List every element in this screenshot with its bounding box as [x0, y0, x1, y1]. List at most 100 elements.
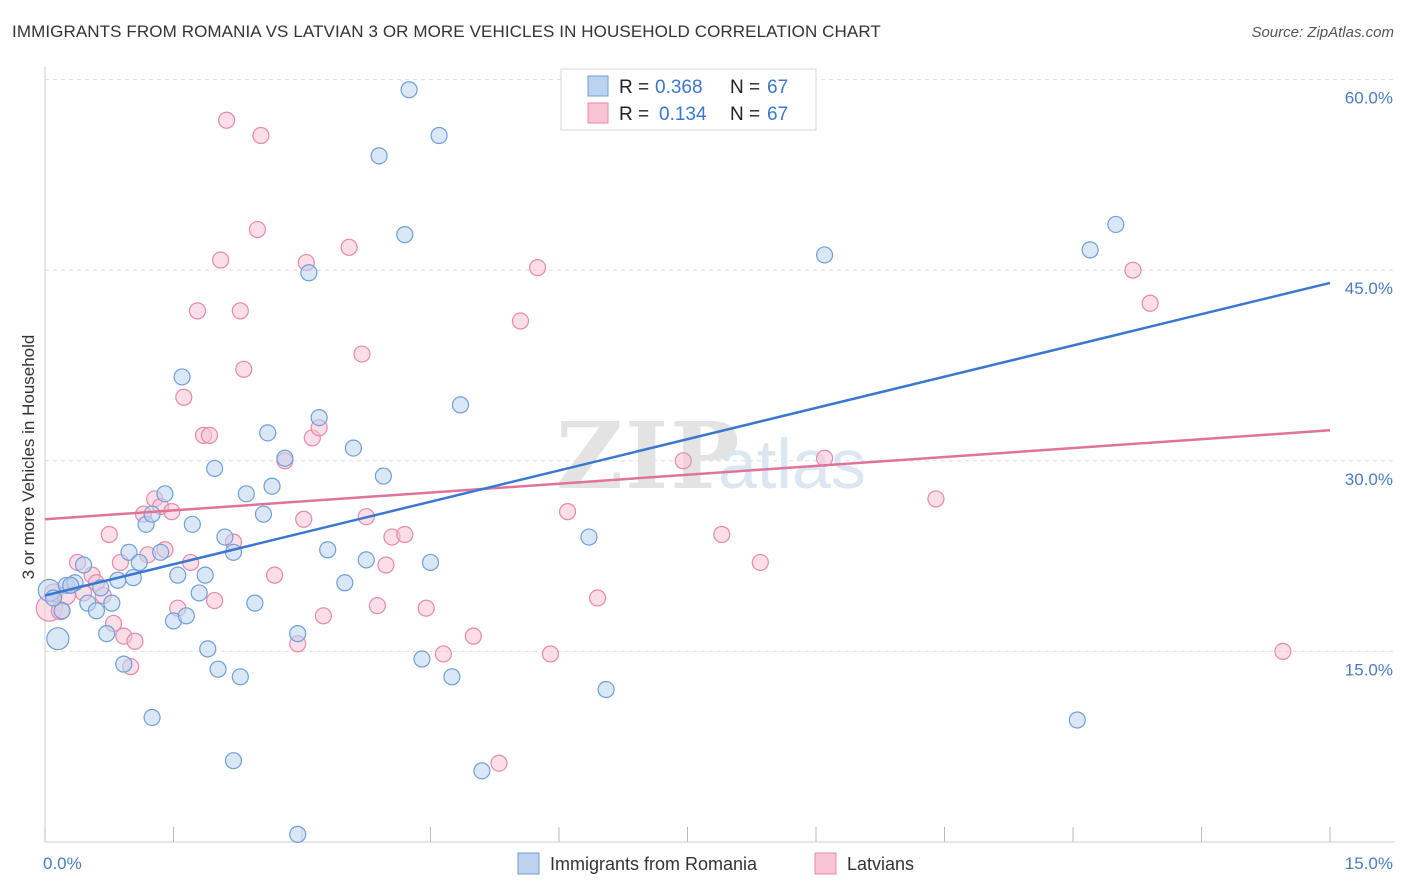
latvians-point-66: [1141, 294, 1159, 312]
chart-title: IMMIGRANTS FROM ROMANIA VS LATVIAN 3 OR …: [12, 22, 881, 41]
romania-point-34: [246, 594, 264, 612]
romania-point-55: [473, 762, 491, 780]
latvians-point-58: [558, 503, 577, 521]
legend-n-value-2: 67: [767, 104, 788, 125]
romania-point-37: [263, 477, 281, 495]
trend-lines: [44, 281, 1331, 597]
latvians-point-64: [927, 490, 945, 508]
latvians-point-51: [417, 599, 435, 617]
romania-point-47: [374, 467, 392, 485]
romania-point-29: [209, 660, 227, 678]
y-tick-label-0: 15.0%: [1345, 660, 1393, 679]
romania-point-51: [421, 553, 440, 572]
romania-point-19: [156, 485, 174, 503]
romania-point-15: [130, 553, 148, 572]
romania-point-45: [357, 551, 375, 569]
series-legend-label-latvians: Latvians: [847, 854, 914, 874]
latvians-point-23: [175, 388, 193, 406]
watermark-zip: ZIP: [556, 402, 741, 510]
latvians-point-48: [377, 556, 395, 574]
latvians-point-65: [1124, 261, 1142, 279]
latvians-point-56: [528, 259, 547, 277]
romania-point-56: [143, 708, 161, 727]
romania-point-30: [216, 528, 234, 546]
romania-point-42: [319, 541, 337, 559]
romania-point-35: [254, 505, 273, 523]
correlation-legend: R = 0.368 N = 67 R = 0.134 N = 67: [560, 68, 817, 131]
latvians-point-15: [126, 632, 144, 650]
legend-r-value-2: 0.134: [659, 104, 707, 125]
romania-point-7: [87, 602, 106, 620]
romania-point-26: [196, 566, 214, 584]
legend-swatch-pink: [587, 102, 609, 124]
latvians-point-35: [252, 126, 270, 145]
latvians-point-55: [511, 312, 530, 330]
y-tick-label-3: 60.0%: [1345, 89, 1393, 108]
romania-point-46: [370, 147, 388, 165]
romania-point-24: [183, 515, 201, 533]
romania-point-21: [169, 566, 187, 584]
latvians-point-33: [235, 360, 253, 378]
romania-point-13: [120, 543, 138, 561]
latvians-point-29: [212, 251, 230, 269]
latvians-point-60: [674, 452, 692, 470]
romania-point-10: [103, 594, 121, 612]
romania-point-17: [143, 505, 161, 523]
romania-point-58: [289, 825, 307, 843]
romania-point-54: [451, 396, 470, 414]
latvians-point-10: [100, 525, 118, 544]
latvians-point-27: [200, 426, 219, 444]
series-legend: Immigrants from Romania Latvians: [517, 852, 914, 875]
latvians-point-28: [206, 591, 224, 610]
romania-point-25: [190, 584, 208, 602]
romania-point-23: [177, 607, 195, 625]
romania-point-32: [231, 668, 249, 686]
latvians-point-50: [396, 525, 414, 544]
romania-point-50: [413, 650, 431, 668]
latvians-point-39: [295, 510, 313, 528]
source-credit: Source: ZipAtlas.com: [1251, 24, 1394, 41]
y-tick-labels: 15.0% 30.0% 45.0% 60.0%: [1345, 89, 1393, 680]
series-legend-label-romania: Immigrants from Romania: [550, 854, 758, 874]
series-legend-swatch-latvians: [814, 852, 837, 875]
romania-point-1: [46, 627, 70, 651]
legend-n-label-2: N =: [730, 104, 760, 125]
romania-point-43: [336, 574, 354, 592]
latvians-point-61: [713, 525, 731, 544]
y-axis-label: 3 or more Vehicles in Household: [19, 335, 38, 580]
latvians-point-57: [541, 645, 560, 663]
romania-point-2: [53, 602, 71, 620]
romania-point-28: [206, 459, 224, 478]
legend-r-label-2: R =: [619, 104, 649, 125]
latvians-point-34: [248, 220, 267, 239]
legend-n-value-1: 67: [767, 77, 788, 98]
romania-point-53: [443, 668, 461, 686]
latvians-point-36: [265, 566, 284, 584]
romania-point-40: [300, 264, 318, 282]
series-legend-swatch-romania: [517, 852, 540, 875]
legend-n-label-1: N =: [730, 77, 760, 98]
romania-point-22: [173, 368, 191, 386]
latvians-point-44: [340, 238, 358, 256]
romania-point-64: [1107, 215, 1125, 234]
romania-point-62: [1068, 711, 1086, 729]
romania-point-63: [1081, 241, 1099, 259]
romania-point-33: [237, 485, 255, 503]
legend-swatch-blue: [587, 75, 609, 97]
latvians-point-47: [368, 597, 386, 615]
x-tick-label-max: 15.0%: [1345, 854, 1393, 873]
latvians-trend-line: [44, 429, 1331, 521]
romania-points: [37, 81, 1125, 843]
romania-point-48: [396, 226, 414, 244]
romania-point-5: [74, 556, 93, 574]
latvians-point-54: [490, 754, 508, 772]
legend-r-value-1: 0.368: [655, 77, 703, 98]
latvians-point-53: [464, 627, 482, 645]
romania-point-52: [430, 126, 448, 145]
latvians-point-30: [218, 111, 236, 129]
romania-point-38: [276, 449, 294, 467]
romania-point-36: [259, 424, 277, 442]
latvians-point-62: [751, 553, 769, 572]
y-tick-label-1: 30.0%: [1345, 470, 1393, 489]
